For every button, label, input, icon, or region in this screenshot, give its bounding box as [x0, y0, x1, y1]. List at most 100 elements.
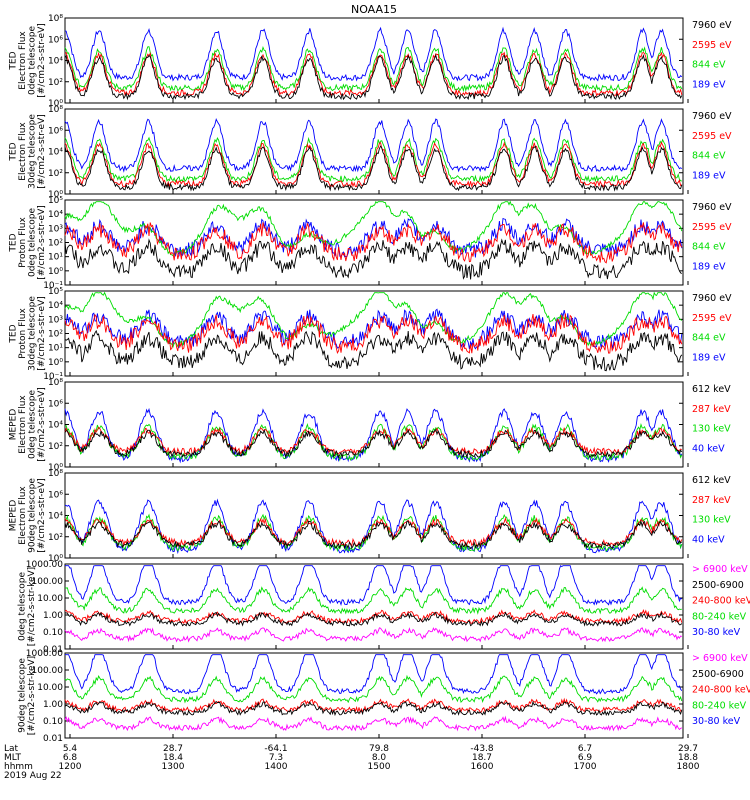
series-line [64, 222, 683, 264]
y-tick-label: 10¹ [48, 253, 63, 263]
legend-entry: 844 eV [692, 151, 726, 162]
series-line [64, 51, 683, 97]
legend-entry: 2595 eV [692, 222, 732, 233]
y-tick-label: 10⁸ [48, 105, 63, 115]
x-tick-label: 5.4 [63, 744, 78, 754]
legend-entry: 287 keV [692, 495, 731, 506]
panel-frame [64, 563, 684, 650]
y-tick-label: 0.01 [43, 734, 63, 744]
y-label-line: [#/cm2-s-str-eV] [37, 114, 47, 189]
y-tick-label: 10² [48, 78, 63, 88]
series-line [65, 564, 683, 606]
y-axis-label: 90deg telescope [#/cm2-s-str-keV] [18, 656, 38, 735]
series-line [64, 700, 683, 717]
date-label: 2019 Aug 22 [4, 771, 62, 781]
series-line [65, 654, 683, 695]
y-tick-label: 10⁵ [48, 196, 63, 206]
y-label-line: MEPED [9, 409, 19, 441]
y-label-line: TED [9, 233, 19, 252]
y-label-line: [#/cm2-s-str-eV] [37, 296, 47, 371]
y-tick-label: 10² [48, 533, 63, 543]
y-axis-label: 0deg telescope [#/cm2-s-str-keV] [18, 567, 38, 646]
x-tick-label: 7.3 [269, 753, 283, 763]
y-tick-label: 10⁴ [48, 210, 63, 220]
y-label-line: [#/cm2-s-str-keV] [27, 656, 37, 735]
series-line [64, 136, 682, 183]
y-label-line: Proton Flux [18, 308, 28, 359]
series-line [64, 45, 683, 93]
legend-entry: 130 keV [692, 515, 731, 526]
series-line [64, 426, 683, 457]
legend-entry: 240-800 keV [692, 596, 750, 607]
x-axis-labels: Lat 5.4 28.7 -64.1 79.8 -43.8 6.7 29.7 MLT 6.8 18.… [4, 744, 700, 781]
legend-entry: 844 eV [692, 242, 726, 253]
x-tick-label: 18.4 [163, 753, 183, 763]
y-label-line: TED [9, 142, 19, 161]
legend-entry: 40 keV [692, 534, 725, 545]
legend-entry: 30-80 keV [692, 627, 741, 638]
legend-entry: 2500-6900 [692, 580, 744, 591]
y-tick-label: 10⁸ [48, 469, 63, 479]
series-line [64, 145, 683, 192]
y-tick-label: 10² [48, 330, 63, 340]
legend-entry: 189 eV [692, 79, 726, 90]
y-tick-label: 10⁻¹ [43, 372, 63, 382]
y-tick-label: 10³ [48, 224, 63, 234]
y-label-line: [#/cm2-s-str-eV] [37, 478, 47, 553]
y-tick-label: 1.00 [43, 611, 63, 621]
x-tick-label: 28.7 [163, 744, 183, 754]
legend-entry: 80-240 keV [692, 700, 747, 711]
y-label-line: [#/cm2-s-str-eV] [37, 387, 47, 462]
legend-entry: 7960 eV [692, 20, 732, 31]
x-row-label: hhmm [4, 762, 33, 772]
y-label-line: [#/cm2-s-str-eV] [37, 23, 47, 98]
y-tick-label: 10⁸ [48, 378, 63, 388]
y-tick-label: 100.00 [32, 666, 64, 676]
legend-entry: 844 eV [692, 333, 726, 344]
x-tick-label: -43.8 [470, 744, 494, 754]
x-row-label: Lat [4, 744, 19, 754]
y-tick-label: 0.10 [43, 628, 63, 638]
y-tick-label: 100.00 [32, 577, 64, 587]
y-axis-label: MEPED Electron Flux 0deg telescope [#/cm2-s… [9, 387, 48, 462]
y-tick-label: 10⁶ [48, 126, 63, 136]
x-tick-label: 1600 [471, 762, 494, 772]
y-label-line: 30deg telescope [28, 114, 38, 189]
chart-title: NOAA15 [351, 3, 397, 16]
x-tick-label: 1400 [265, 762, 288, 772]
legend-entry: 7960 eV [692, 293, 732, 304]
x-tick-label: 1500 [368, 762, 391, 772]
panel-frame [64, 652, 684, 739]
series-line [64, 238, 683, 280]
legend-entry: 189 eV [692, 170, 726, 181]
y-tick-label: 10⁴ [48, 57, 63, 67]
legend-entry: 287 keV [692, 404, 731, 415]
series-line [64, 609, 683, 625]
y-axis-label: TED Proton Flux 0deg telescope [#/cm2-s-str… [9, 205, 48, 280]
y-label-line: 90deg telescope [28, 478, 38, 553]
legend-entry: > 6900 keV [692, 564, 748, 575]
legend-entry: 2595 eV [692, 131, 732, 142]
y-tick-label: 10⁶ [48, 490, 63, 500]
y-label-line: 0deg telescope [28, 208, 38, 278]
series-line [64, 26, 683, 82]
series-line [64, 117, 683, 173]
y-label-line: 0deg telescope [18, 572, 28, 642]
series-line [64, 329, 683, 372]
panel-frame [64, 290, 684, 377]
y-tick-label: 10.00 [37, 683, 63, 693]
y-tick-label: 10⁰ [48, 358, 63, 368]
y-label-line: TED [9, 324, 19, 343]
series-line [64, 200, 683, 257]
series-line [64, 513, 683, 553]
x-tick-label: 6.9 [578, 753, 593, 763]
y-label-line: Electron Flux [18, 486, 28, 545]
series-line [64, 674, 683, 704]
series-line [64, 627, 682, 643]
y-label-line: Electron Flux [18, 31, 28, 90]
x-tick-label: 6.7 [578, 744, 592, 754]
